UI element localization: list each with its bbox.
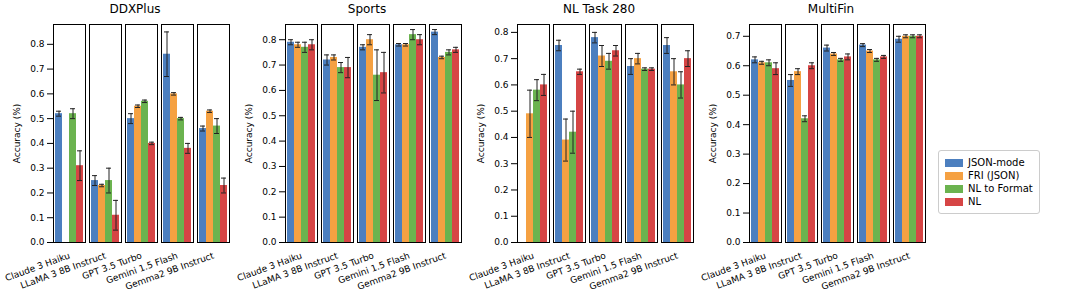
svg-text:Gemini 1.5 Flash: Gemini 1.5 Flash xyxy=(336,250,412,286)
svg-text:0.8: 0.8 xyxy=(30,39,45,49)
svg-text:0.5: 0.5 xyxy=(726,90,740,100)
svg-text:GPT 3.5 Turbo: GPT 3.5 Turbo xyxy=(776,250,840,282)
svg-text:Gemma2 9B Instruct: Gemma2 9B Instruct xyxy=(588,250,680,291)
svg-text:0.1: 0.1 xyxy=(726,208,740,218)
svg-text:0.2: 0.2 xyxy=(30,188,44,198)
svg-text:LLaMA 3 8B Instruct: LLaMA 3 8B Instruct xyxy=(715,250,804,291)
svg-text:0.4: 0.4 xyxy=(494,132,509,142)
svg-text:0.0: 0.0 xyxy=(726,237,741,247)
html-text:JSON-mode: JSON-mode xyxy=(968,157,1025,168)
svg-text:Gemma2 9B Instruct: Gemma2 9B Instruct xyxy=(356,250,448,291)
svg-text:LLaMA 3 8B Instruct: LLaMA 3 8B Instruct xyxy=(251,250,340,291)
svg-text:0.3: 0.3 xyxy=(262,161,276,171)
svg-text:GPT 3.5 Turbo: GPT 3.5 Turbo xyxy=(312,250,376,282)
svg-text:Gemma2 9B Instruct: Gemma2 9B Instruct xyxy=(124,250,216,291)
html-text:MultiFin: MultiFin xyxy=(807,2,855,16)
html-text:FRI (JSON): FRI (JSON) xyxy=(968,170,1020,181)
html-text:DDXPlus: DDXPlus xyxy=(109,2,161,16)
svg-text:0.7: 0.7 xyxy=(262,60,276,70)
svg-text:0.1: 0.1 xyxy=(494,211,508,221)
svg-text:0.4: 0.4 xyxy=(262,136,277,146)
svg-text:0.1: 0.1 xyxy=(262,212,276,222)
svg-text:0.6: 0.6 xyxy=(262,85,277,95)
svg-text:Gemini 1.5 Flash: Gemini 1.5 Flash xyxy=(104,250,180,286)
svg-text:0.7: 0.7 xyxy=(726,31,740,41)
svg-text:LLaMA 3 8B Instruct: LLaMA 3 8B Instruct xyxy=(19,250,108,291)
svg-text:0.5: 0.5 xyxy=(262,111,276,121)
svg-text:Gemini 1.5 Flash: Gemini 1.5 Flash xyxy=(568,250,644,286)
svg-text:Gemini 1.5 Flash: Gemini 1.5 Flash xyxy=(800,250,876,286)
svg-text:0.0: 0.0 xyxy=(262,237,277,247)
svg-text:Gemma2 9B Instruct: Gemma2 9B Instruct xyxy=(820,250,912,291)
svg-text:0.3: 0.3 xyxy=(494,159,508,169)
svg-text:0.0: 0.0 xyxy=(494,237,509,247)
svg-text:0.4: 0.4 xyxy=(726,120,741,130)
svg-text:GPT 3.5 Turbo: GPT 3.5 Turbo xyxy=(544,250,608,282)
html-text:NL: NL xyxy=(968,196,982,207)
svg-text:Accuracy (%): Accuracy (%) xyxy=(12,104,22,164)
svg-text:0.0: 0.0 xyxy=(30,237,45,247)
svg-text:0.7: 0.7 xyxy=(494,54,508,64)
html-text:NL Task 280: NL Task 280 xyxy=(563,2,635,16)
svg-text:Accuracy (%): Accuracy (%) xyxy=(244,104,254,164)
svg-text:0.7: 0.7 xyxy=(30,64,44,74)
svg-text:GPT 3.5 Turbo: GPT 3.5 Turbo xyxy=(80,250,144,282)
html-text:NL to Format: NL to Format xyxy=(968,183,1033,194)
svg-text:Accuracy (%): Accuracy (%) xyxy=(708,104,718,164)
svg-text:0.5: 0.5 xyxy=(30,114,44,124)
svg-text:0.3: 0.3 xyxy=(30,163,44,173)
svg-text:0.5: 0.5 xyxy=(494,106,508,116)
svg-text:LLaMA 3 8B Instruct: LLaMA 3 8B Instruct xyxy=(483,250,572,291)
svg-text:0.4: 0.4 xyxy=(30,138,45,148)
svg-text:0.8: 0.8 xyxy=(494,27,509,37)
svg-text:0.8: 0.8 xyxy=(262,35,277,45)
svg-text:Accuracy (%): Accuracy (%) xyxy=(476,104,486,164)
svg-text:0.2: 0.2 xyxy=(726,178,740,188)
svg-text:0.6: 0.6 xyxy=(494,80,509,90)
svg-text:0.1: 0.1 xyxy=(30,213,44,223)
svg-text:0.2: 0.2 xyxy=(262,187,276,197)
svg-text:0.6: 0.6 xyxy=(726,61,741,71)
svg-text:0.6: 0.6 xyxy=(30,89,45,99)
html-text:Sports: Sports xyxy=(347,2,387,16)
svg-text:0.2: 0.2 xyxy=(494,185,508,195)
svg-text:0.3: 0.3 xyxy=(726,149,740,159)
